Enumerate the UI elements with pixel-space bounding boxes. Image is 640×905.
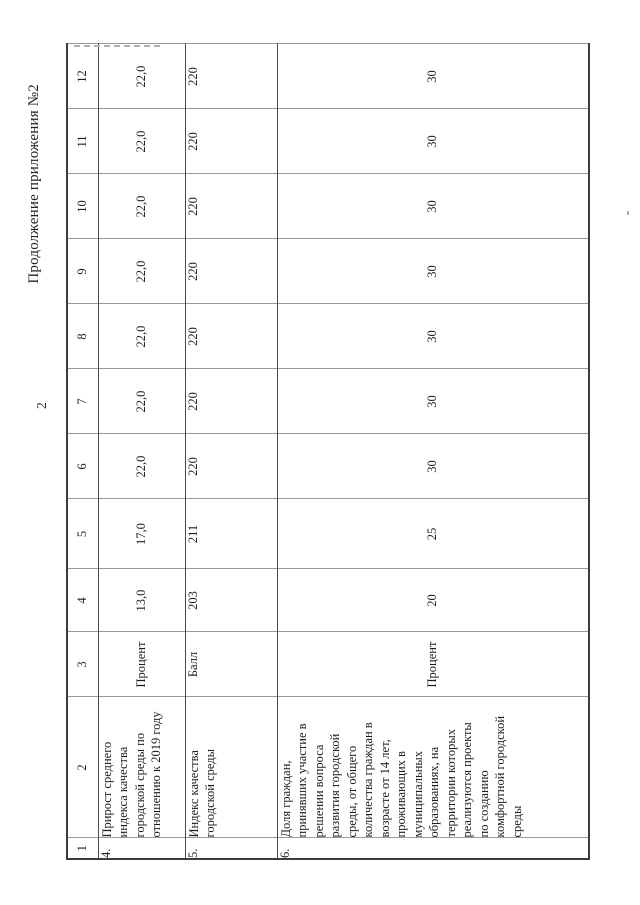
value-cell: 22,0 xyxy=(98,304,185,369)
value-cell: 22,0 xyxy=(98,369,185,434)
value-cell: 220 xyxy=(185,304,277,369)
value-cell: 22,0 xyxy=(98,434,185,499)
value-cell: 220 xyxy=(185,239,277,304)
col-header-12: 12 xyxy=(67,44,98,109)
col-header-8: 8 xyxy=(67,304,98,369)
value-cell: 220 xyxy=(185,369,277,434)
value-cell: 30 xyxy=(277,304,589,369)
row-number-cell: 6. xyxy=(277,838,589,859)
value-cell: 220 xyxy=(185,44,277,109)
scan-noise-dot xyxy=(627,211,629,215)
indicator-name-cell: Прирост среднего индекса качества городс… xyxy=(98,697,185,838)
value-cell: 211 xyxy=(185,499,277,569)
unit-cell: Процент xyxy=(277,632,589,697)
row-number-cell: 4. xyxy=(98,838,185,859)
value-cell: 13,0 xyxy=(98,569,185,632)
col-header-3: 3 xyxy=(67,632,98,697)
value-cell: 22,0 xyxy=(98,44,185,109)
table-row-4: 4. Прирост среднего индекса качества гор… xyxy=(98,44,185,859)
value-cell: 20 xyxy=(277,569,589,632)
unit-cell: Процент xyxy=(98,632,185,697)
col-header-4: 4 xyxy=(67,569,98,632)
value-cell: 220 xyxy=(185,434,277,499)
value-cell: 30 xyxy=(277,369,589,434)
value-cell: 220 xyxy=(185,174,277,239)
col-header-10: 10 xyxy=(67,174,98,239)
value-cell: 30 xyxy=(277,434,589,499)
indicator-name-cell: Доля граждан, принявших участие в решени… xyxy=(277,697,589,838)
value-cell: 30 xyxy=(277,174,589,239)
value-cell: 25 xyxy=(277,499,589,569)
value-cell: 30 xyxy=(277,239,589,304)
col-header-11: 11 xyxy=(67,109,98,174)
col-header-5: 5 xyxy=(67,499,98,569)
indicators-table: 1 2 3 4 5 6 7 8 9 10 11 12 4. Прирост ср… xyxy=(66,43,590,860)
document-title: Продолжение приложения №2 xyxy=(26,84,42,284)
indicator-name-cell: Индекс качества городской среды xyxy=(185,697,277,838)
col-header-2: 2 xyxy=(67,697,98,838)
value-cell: 30 xyxy=(277,109,589,174)
value-cell: 17,0 xyxy=(98,499,185,569)
col-header-6: 6 xyxy=(67,434,98,499)
col-header-1: 1 xyxy=(67,838,98,859)
value-cell: 22,0 xyxy=(98,174,185,239)
row-number-cell: 5. xyxy=(185,838,277,859)
value-cell: 22,0 xyxy=(98,109,185,174)
page-number: 2 xyxy=(34,402,49,409)
scan-noise-dash xyxy=(74,45,160,47)
table-row-5: 5. Индекс качества городской среды Балл … xyxy=(185,44,277,859)
value-cell: 220 xyxy=(185,109,277,174)
value-cell: 22,0 xyxy=(98,239,185,304)
column-number-row: 1 2 3 4 5 6 7 8 9 10 11 12 xyxy=(67,44,98,859)
table-row-6: 6. Доля граждан, принявших участие в реш… xyxy=(277,44,589,859)
col-header-7: 7 xyxy=(67,369,98,434)
value-cell: 30 xyxy=(277,44,589,109)
unit-cell: Балл xyxy=(185,632,277,697)
value-cell: 203 xyxy=(185,569,277,632)
col-header-9: 9 xyxy=(67,239,98,304)
